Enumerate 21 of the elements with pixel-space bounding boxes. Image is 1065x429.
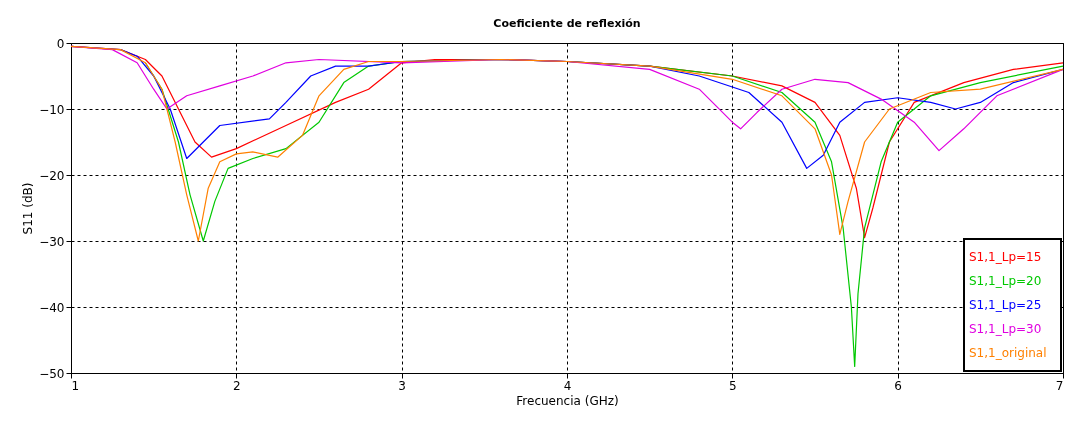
y-tick-label: −10 (39, 102, 65, 117)
x-tick-label: 4 (563, 378, 572, 393)
x-tick-label: 1 (71, 378, 80, 393)
y-axis-title: S11 (dB) (21, 182, 36, 235)
x-tick-label: 6 (894, 378, 902, 393)
text: S1,1_original (969, 346, 1047, 360)
x-tick-label: 5 (729, 378, 737, 393)
x-tick-label: 3 (398, 378, 406, 393)
text: S1,1_Lp=15 (969, 250, 1042, 264)
x-tick-label: 7 (1055, 378, 1064, 393)
y-tick-label: −40 (39, 300, 65, 315)
x-axis-title: Frecuencia (GHz) (516, 393, 619, 408)
chart-title: Coeficiente de reflexión (493, 17, 641, 30)
y-tick-label: 0 (56, 36, 65, 51)
x-tick-label: 2 (233, 378, 241, 393)
text: S1,1_Lp=20 (969, 274, 1042, 288)
text: S1,1_Lp=25 (969, 298, 1042, 312)
y-tick-label: −20 (39, 168, 65, 183)
text: S1,1_Lp=30 (969, 322, 1042, 336)
y-tick-label: −50 (39, 366, 65, 381)
y-tick-label: −30 (39, 234, 65, 249)
